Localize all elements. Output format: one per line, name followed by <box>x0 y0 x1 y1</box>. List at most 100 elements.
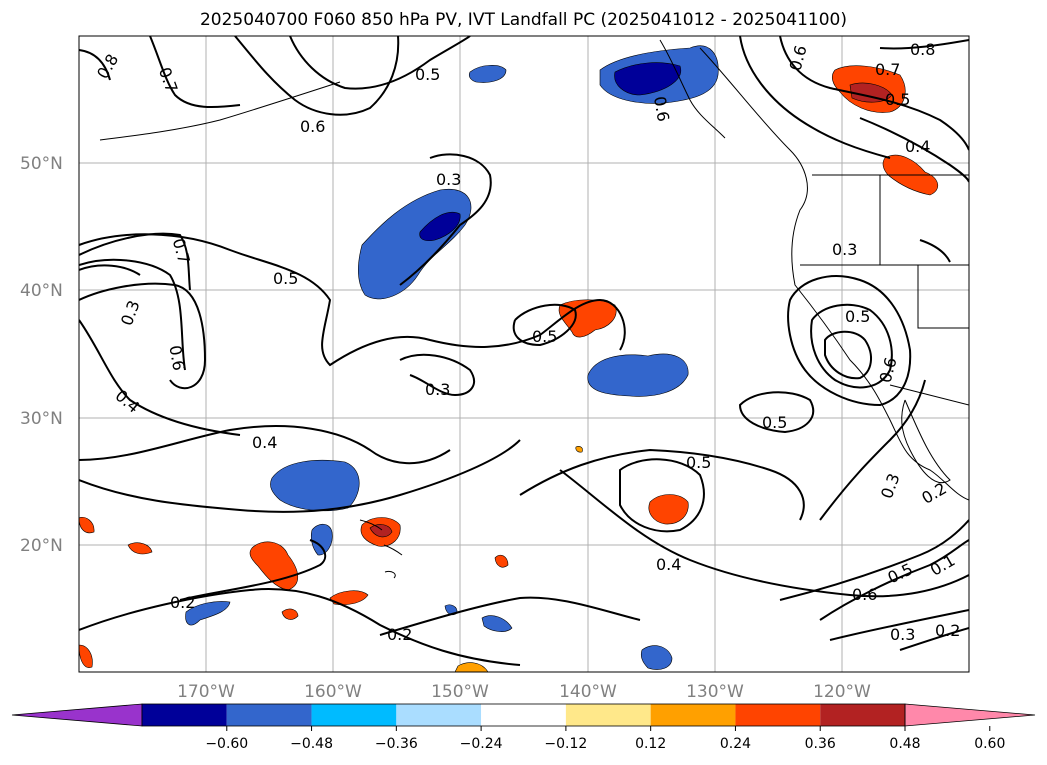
coastlines <box>99 39 969 579</box>
contour-pv-0-3-se <box>829 609 969 641</box>
contour-pv-0-2-se <box>899 627 969 651</box>
contour-pv-0-7-nw <box>149 36 241 109</box>
colorbar-segment <box>142 704 227 726</box>
contour-label: 0.5 <box>273 269 298 288</box>
lon-label-150: 150°W <box>431 682 489 702</box>
contour-pv-0-8-west-band <box>79 264 141 276</box>
gridlines <box>79 36 969 672</box>
colorbar-segment <box>735 704 821 726</box>
contour-label: 0.4 <box>656 555 681 574</box>
contour-label: 0.2 <box>387 625 412 644</box>
lat-label-40: 40°N <box>20 281 63 301</box>
colorbar-segment <box>650 704 736 726</box>
contour-label: 0.5 <box>686 453 711 472</box>
contour-pv-0-4-south <box>79 439 521 513</box>
contour-label: 0.5 <box>762 413 787 432</box>
contour-label: 0.3 <box>436 170 461 189</box>
contour-label: 0.5 <box>885 90 910 109</box>
contour-label: 0.2 <box>170 593 195 612</box>
colorbar-segment <box>565 704 651 726</box>
lat-label-30: 30°N <box>20 409 63 429</box>
contour-pv-0-5-central-loop <box>512 303 577 347</box>
pv-patch-pos-hawaii-core <box>369 524 393 538</box>
contour-pv-0-4-wsw <box>79 319 241 436</box>
contour-label: 0.3 <box>890 625 915 644</box>
pv-patch-pos-small-7 <box>454 662 489 672</box>
colorbar-segment <box>311 704 397 726</box>
pv-patch-pos-small-6 <box>281 608 299 620</box>
contour-label: 0.5 <box>845 307 870 326</box>
pv-contours <box>79 36 969 666</box>
pv-patch-neg-small-5 <box>185 601 231 626</box>
colorbar-tick-label: 0.24 <box>720 736 751 752</box>
pv-patch-pos-nw-canada-core <box>849 82 893 103</box>
map-frame <box>78 35 970 673</box>
contour-pv-0-6-ca <box>810 303 893 389</box>
contour-pv-0-7-ca <box>824 330 872 380</box>
contour-label: 0.2 <box>935 621 960 640</box>
pv-patch-neg-core <box>419 212 461 242</box>
contour-pv-0-2-central <box>379 596 641 636</box>
contour-pv-0-5-ring <box>619 458 705 533</box>
chart-title: 2025040700 F060 850 hPa PV, IVT Landfall… <box>199 10 847 30</box>
contour-label: 0.3 <box>425 380 450 399</box>
lon-label-160: 160°W <box>304 682 362 702</box>
map-area: 0.8 0.7 0.6 0.5 0.6 0.3 0.6 0.8 0.7 0.5 … <box>79 36 969 672</box>
contour-pv-0-4-ne <box>859 117 969 183</box>
pv-patch-neg-small-4 <box>481 615 513 632</box>
lon-label-170: 170°W <box>177 682 235 702</box>
lon-label-140: 140°W <box>559 682 617 702</box>
pv-patch-pos-small-5 <box>494 554 509 568</box>
contour-pv-0-4-west <box>79 425 451 465</box>
colorbar-segment <box>820 704 905 726</box>
contour-pv-0-6-nw <box>234 36 400 116</box>
contour-label: 0.6 <box>852 585 877 604</box>
pv-patch-pos-small-3 <box>79 644 93 668</box>
pv-patch-neg-small-3 <box>640 645 673 670</box>
contour-label: 0.7 <box>875 60 900 79</box>
pv-patch-pos-small-2 <box>79 517 95 534</box>
colorbar-segment <box>481 704 566 726</box>
contour-label: 0.6 <box>165 344 188 372</box>
lon-label-120: 120°W <box>813 682 871 702</box>
contour-pv-0-6-se <box>779 519 969 601</box>
colorbar-tick-label: 0.36 <box>805 736 836 752</box>
colorbar-segment <box>226 704 312 726</box>
border-state-3 <box>917 265 969 329</box>
longitude-labels: 170°W 160°W 150°W 140°W 130°W 120°W <box>177 682 871 702</box>
pv-patch-neg-subtropic <box>270 459 360 512</box>
colorbar-tick-label: −0.12 <box>544 736 587 752</box>
colorbar-extend-max <box>904 703 1036 727</box>
negative-pv-patches <box>185 45 719 670</box>
contour-pv-0-7-ne <box>779 36 969 151</box>
latitude-labels: 50°N 40°N 30°N 20°N <box>20 154 63 556</box>
contour-label: 0.3 <box>832 240 857 259</box>
contour-pv-0-4-east <box>559 469 969 598</box>
contour-label: 0.8 <box>910 40 935 59</box>
contour-pv-0-5-ca-outer <box>787 275 912 407</box>
contour-label: 0.5 <box>415 65 440 84</box>
colorbar-tick-label: 0.48 <box>889 736 920 752</box>
contour-pv-0-5-nw <box>289 36 471 90</box>
pv-patch-neg-small-1 <box>310 523 333 556</box>
contour-pv-0-3-coast <box>819 379 926 521</box>
contour-pv-0-2-south <box>79 588 521 666</box>
contour-pv-0-3-central <box>399 353 475 397</box>
pv-patch-pos-small-8 <box>575 446 583 453</box>
contour-pv-0-5-east <box>519 448 805 521</box>
colorbar-tick-label: 0.60 <box>974 736 1005 752</box>
colorbar-tick-label: 0.12 <box>635 736 666 752</box>
colorbar-tick-label: −0.48 <box>290 736 333 752</box>
contour-pv-0-6-west-band <box>79 258 186 371</box>
colorbar-extend-min <box>11 703 143 727</box>
lat-label-20: 20°N <box>20 536 63 556</box>
colorbar: −0.60 −0.48 −0.36 −0.24 −0.12 0.12 0.24 0.36 0.4… <box>11 703 1036 752</box>
contour-pv-0-5-se <box>819 539 969 621</box>
coastline-alaska-panhandle <box>659 39 726 139</box>
contour-pv-0-3-mid <box>399 153 492 286</box>
contour-pv-0-5-large <box>79 233 626 367</box>
coastline-aleutians <box>99 81 341 141</box>
contour-pv-0-2-south-2 <box>179 539 327 601</box>
pv-patch-pos-southeast <box>648 494 689 525</box>
coastline-hawaii <box>359 519 403 579</box>
